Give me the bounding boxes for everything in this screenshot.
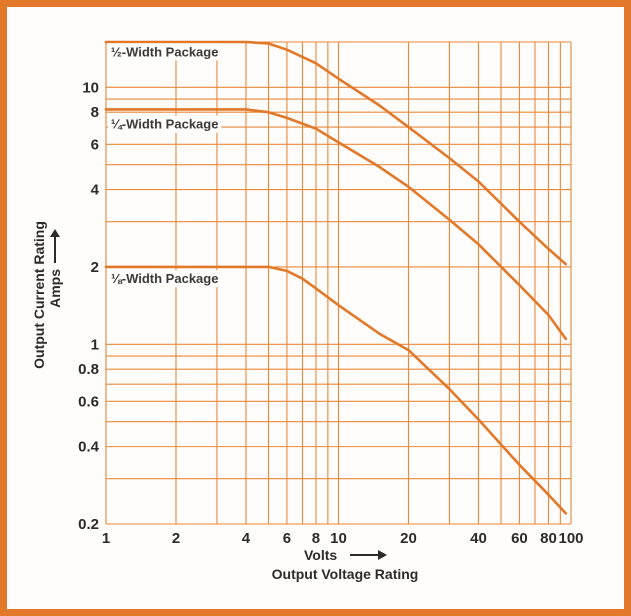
y-tick-label: 6 [91, 136, 99, 153]
y-tick-labels: 0.2 0.4 0.6 0.8 1 2 4 6 8 10 [78, 79, 100, 533]
series-label-1: ½-Width Package [111, 44, 219, 59]
y-tick-label: 4 [91, 182, 100, 199]
series-label-2: ¼-Width Package [111, 117, 219, 132]
x-tick-label: 4 [242, 530, 251, 547]
x-tick-label: 6 [283, 530, 291, 547]
y-axis-title: Output Current Rating [31, 221, 47, 369]
y-tick-label: 0.4 [78, 439, 100, 456]
y-tick-label: 0.6 [78, 393, 99, 410]
x-axis-arrow [350, 550, 387, 560]
y-tick-label: 1 [91, 336, 99, 353]
curve-labels: ½-Width Package ¼-Width Package ⅛-Width Pa… [107, 43, 222, 288]
x-axis-title: Volts [304, 547, 337, 563]
series-line-3 [104, 265, 568, 515]
x-tick-label: 8 [312, 530, 320, 547]
x-tick-label: 100 [558, 530, 583, 547]
series-label-background [107, 270, 222, 288]
series-label-background [107, 43, 222, 61]
series-label-3: ⅛-Width Package [111, 271, 219, 286]
y-tick-label: 8 [91, 104, 99, 121]
series-line-2 [104, 108, 568, 341]
y-axis-unit: Amps [47, 269, 63, 308]
y-axis-arrow [50, 229, 60, 263]
y-tick-label: 0.2 [78, 516, 99, 533]
x-tick-label: 1 [102, 530, 110, 547]
x-tick-label: 60 [511, 530, 528, 547]
x-tick-label: 80 [540, 530, 557, 547]
series-line-1 [104, 40, 568, 266]
curves [104, 40, 568, 515]
x-tick-label: 40 [470, 530, 487, 547]
x-tick-labels: 1 2 4 6 8 10 20 40 60 80 100 [102, 530, 584, 547]
y-tick-label: 0.8 [78, 361, 99, 378]
current-vs-voltage-chart: ½-Width Package ¼-Width Package ⅛-Width Pa… [31, 40, 584, 582]
x-tick-label: 20 [400, 530, 417, 547]
y-tick-label: 10 [82, 79, 99, 96]
x-tick-label: 2 [172, 530, 180, 547]
x-tick-label: 10 [330, 530, 347, 547]
series-label-background [107, 115, 222, 133]
y-tick-label: 2 [91, 259, 99, 276]
x-axis-subtitle: Output Voltage Rating [272, 566, 419, 582]
